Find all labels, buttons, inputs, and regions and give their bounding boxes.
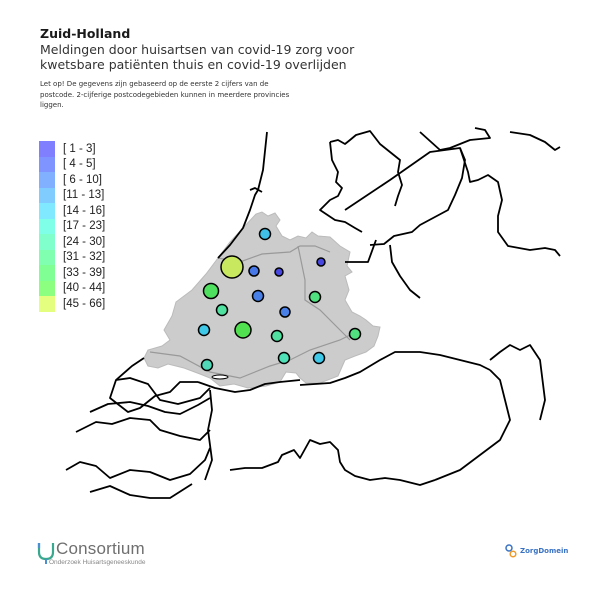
legend-item: [24 - 30]: [39, 234, 105, 250]
legend-swatch: [39, 280, 55, 296]
data-point[interactable]: [308, 290, 322, 304]
data-point[interactable]: [270, 329, 284, 343]
data-point[interactable]: [258, 227, 272, 241]
legend-item: [45 - 66]: [39, 296, 105, 312]
data-point[interactable]: [234, 321, 252, 339]
legend-label: [ 1 - 3]: [63, 142, 96, 155]
legend-label: [11 - 13]: [63, 189, 105, 202]
legend-label: [45 - 66]: [63, 297, 106, 310]
data-point[interactable]: [200, 358, 214, 372]
consortium-name: Consortium: [56, 539, 145, 558]
zorgdomein-name: ZorgDomein: [520, 547, 569, 555]
consortium-subtitle: Onderzoek Huisartsgeneeskunde: [49, 559, 146, 566]
map-title: Zuid-Holland: [40, 26, 131, 41]
data-point[interactable]: [220, 255, 244, 279]
legend-swatch: [39, 156, 55, 172]
legend-swatch: [39, 265, 55, 281]
zorgdomein-logo: ZorgDomein: [505, 544, 568, 558]
legend-item: [14 - 16]: [39, 203, 105, 219]
color-legend: [ 1 - 3] [ 4 - 5] [ 6 - 10] [11 - 13] [1…: [39, 141, 105, 312]
data-point[interactable]: [312, 351, 326, 365]
legend-swatch: [39, 296, 55, 312]
data-point[interactable]: [248, 265, 260, 277]
data-point[interactable]: [202, 282, 220, 300]
legend-label: [14 - 16]: [63, 204, 106, 217]
legend-label: [24 - 30]: [63, 235, 106, 248]
legend-item: [ 6 - 10]: [39, 172, 105, 188]
legend-swatch: [39, 249, 55, 265]
data-point[interactable]: [316, 257, 326, 267]
legend-item: [ 1 - 3]: [39, 141, 105, 157]
legend-label: [ 6 - 10]: [63, 173, 102, 186]
legend-label: [17 - 23]: [63, 220, 106, 233]
legend-label: [ 4 - 5]: [63, 158, 96, 171]
data-point[interactable]: [215, 303, 229, 317]
legend-swatch: [39, 234, 55, 250]
legend-label: [31 - 32]: [63, 251, 106, 264]
data-point[interactable]: [197, 323, 211, 337]
zorgdomein-icon: [505, 544, 517, 558]
data-note: Let op! De gegevens zijn gebaseerd op de…: [40, 80, 290, 109]
map-subtitle: Meldingen door huisartsen van covid-19 z…: [40, 42, 355, 72]
legend-item: [31 - 32]: [39, 249, 106, 265]
legend-swatch: [39, 187, 55, 203]
legend-item: [17 - 23]: [39, 218, 106, 234]
legend-swatch: [39, 172, 55, 188]
stethoscope-icon: [37, 543, 55, 564]
data-point[interactable]: [251, 289, 265, 303]
legend-item: [40 - 44]: [39, 280, 106, 296]
data-points: [197, 227, 362, 372]
legend-item: [ 4 - 5]: [39, 156, 105, 172]
legend-swatch: [39, 203, 55, 219]
data-point[interactable]: [348, 327, 362, 341]
legend-item: [33 - 39]: [39, 265, 105, 281]
legend-swatch: [39, 141, 55, 157]
legend-item: [11 - 13]: [39, 187, 105, 203]
legend-label: [33 - 39]: [63, 266, 106, 279]
data-point[interactable]: [277, 351, 291, 365]
data-point[interactable]: [279, 306, 291, 318]
data-point[interactable]: [274, 267, 284, 277]
legend-swatch: [39, 218, 55, 234]
border-outlines: [65, 127, 561, 499]
legend-label: [40 - 44]: [63, 282, 106, 295]
